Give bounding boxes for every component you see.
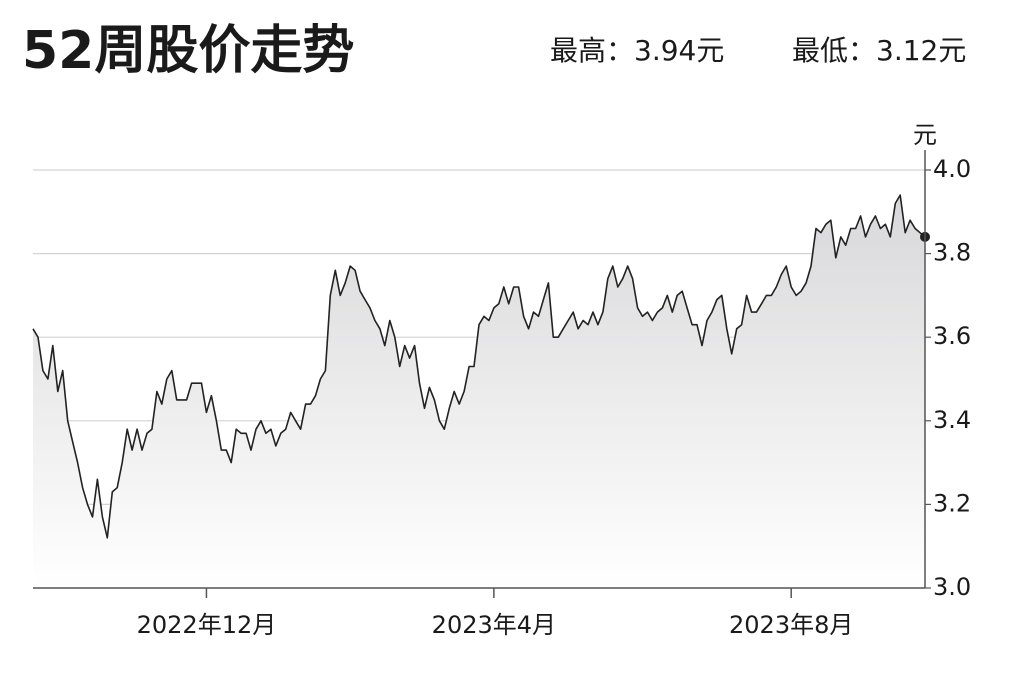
area	[33, 195, 925, 588]
line	[32, 194, 926, 539]
x-tick-label: 2023年4月	[432, 611, 556, 639]
y-axis-unit: 元	[913, 121, 937, 149]
y-tick-label: 3.0	[933, 573, 971, 601]
annotation-low: 最低：3.12元	[792, 34, 966, 67]
y-tick-label: 3.8	[933, 239, 971, 267]
y-tick-label: 4.0	[933, 155, 971, 183]
y-tick-label: 3.6	[933, 322, 971, 350]
y-tick-label: 3.4	[933, 406, 971, 434]
annotation-high: 最高：3.94元	[550, 34, 724, 67]
chart-title: 52周股价走势	[22, 21, 354, 81]
x-tick-label: 2022年12月	[137, 611, 277, 639]
y-tick-label: 3.2	[933, 489, 971, 517]
x-tick-label: 2023年8月	[729, 611, 853, 639]
